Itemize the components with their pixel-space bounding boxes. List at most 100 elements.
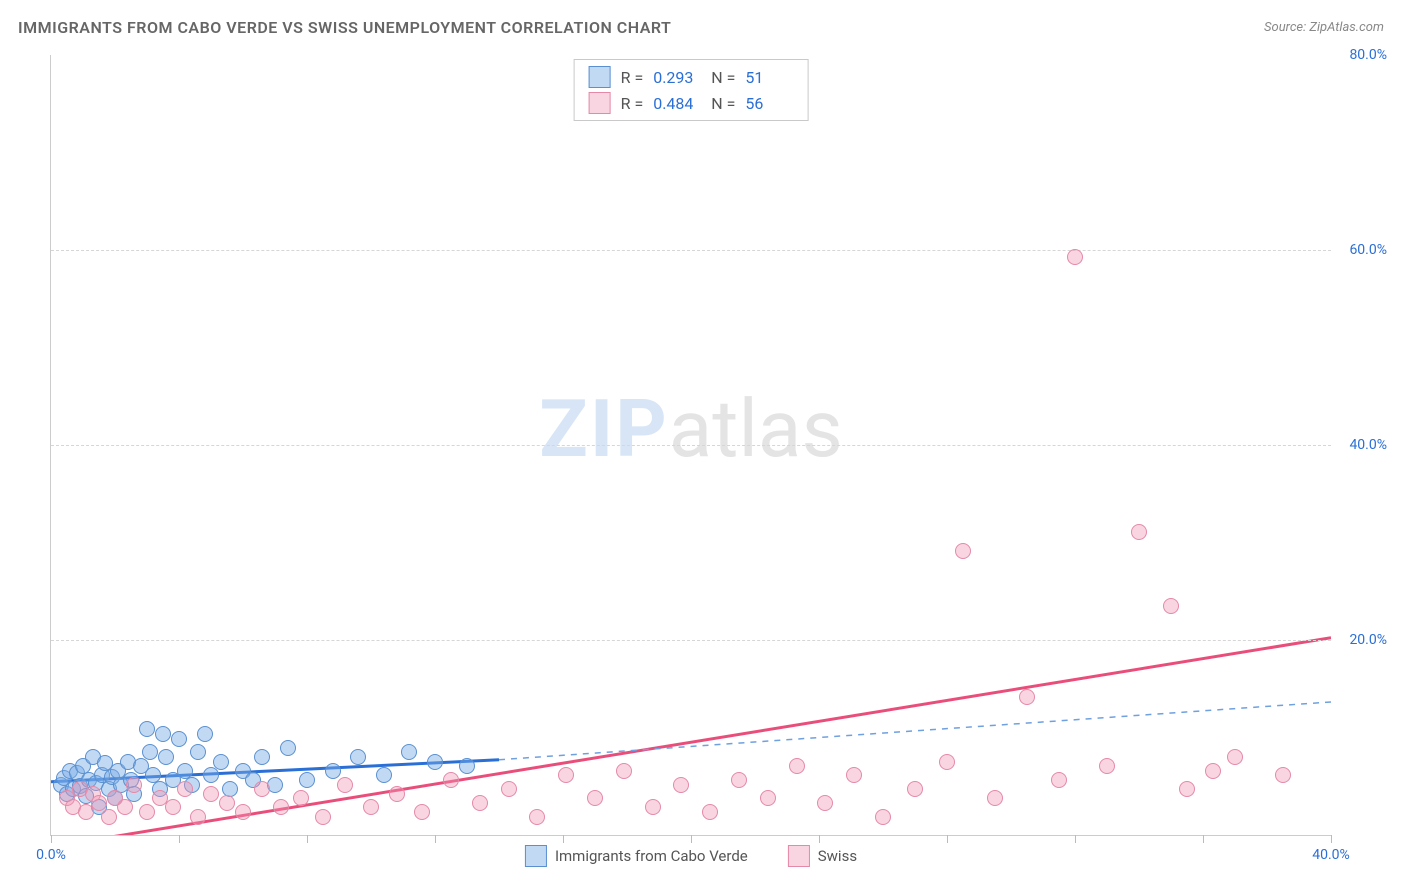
scatter-point-swiss [1051,772,1067,788]
r-label: R = [621,68,644,87]
chart-title: IMMIGRANTS FROM CABO VERDE VS SWISS UNEM… [18,18,671,37]
x-tick [819,835,820,843]
scatter-point-cabo_verde [376,767,392,783]
legend-label-cabo-verde: Immigrants from Cabo Verde [555,847,748,865]
scatter-point-swiss [846,767,862,783]
y-tick-label: 40.0% [1349,437,1387,453]
scatter-point-cabo_verde [254,749,270,765]
legend-item-swiss: Swiss [788,845,857,867]
x-tick [1331,835,1332,843]
x-tick-label: 40.0% [1312,847,1350,863]
scatter-point-swiss [443,772,459,788]
scatter-point-swiss [1067,249,1083,265]
scatter-point-swiss [126,777,142,793]
n-value-swiss: 56 [745,94,793,113]
scatter-point-swiss [817,795,833,811]
scatter-point-swiss [645,799,661,815]
x-tick-label: 0.0% [36,847,66,863]
y-tick-label: 60.0% [1349,242,1387,258]
bottom-legend: Immigrants from Cabo Verde Swiss [525,845,857,867]
scatter-point-swiss [203,786,219,802]
watermark-zip: ZIP [539,382,669,476]
scatter-point-cabo_verde [197,726,213,742]
scatter-point-swiss [760,790,776,806]
scatter-point-cabo_verde [401,744,417,760]
legend-swatch-swiss [788,845,810,867]
scatter-point-swiss [337,777,353,793]
scatter-point-cabo_verde [280,740,296,756]
scatter-point-swiss [219,795,235,811]
scatter-point-swiss [529,809,545,825]
x-tick [307,835,308,843]
x-tick [947,835,948,843]
scatter-point-swiss [117,799,133,815]
x-tick [179,835,180,843]
scatter-point-swiss [273,799,289,815]
scatter-point-swiss [501,781,517,797]
n-value-cabo-verde: 51 [745,68,793,87]
scatter-point-swiss [139,804,155,820]
scatter-point-swiss [363,799,379,815]
scatter-point-swiss [1275,767,1291,783]
correlation-stats-box: R = 0.293 N = 51 R = 0.484 N = 56 [574,59,809,121]
scatter-point-cabo_verde [158,749,174,765]
scatter-point-swiss [414,804,430,820]
source-attribution: Source: ZipAtlas.com [1264,20,1384,35]
scatter-point-swiss [1227,749,1243,765]
x-tick [691,835,692,843]
scatter-point-cabo_verde [155,726,171,742]
scatter-point-swiss [907,781,923,797]
scatter-point-swiss [1099,758,1115,774]
stats-row-cabo-verde: R = 0.293 N = 51 [589,64,794,90]
swatch-cabo-verde [589,66,611,88]
scatter-point-swiss [472,795,488,811]
n-label: N = [711,68,735,87]
legend-label-swiss: Swiss [818,847,857,865]
n-label: N = [711,94,735,113]
scatter-point-swiss [1019,689,1035,705]
watermark-atlas: atlas [669,382,843,476]
scatter-point-swiss [702,804,718,820]
gridline [51,250,1331,251]
scatter-point-swiss [558,767,574,783]
scatter-point-swiss [177,781,193,797]
scatter-point-swiss [1179,781,1195,797]
scatter-point-cabo_verde [139,721,155,737]
scatter-point-swiss [1163,598,1179,614]
y-tick-label: 20.0% [1349,632,1387,648]
scatter-point-swiss [587,790,603,806]
scatter-point-cabo_verde [325,763,341,779]
scatter-point-swiss [315,809,331,825]
scatter-point-cabo_verde [142,744,158,760]
scatter-point-swiss [789,758,805,774]
stats-row-swiss: R = 0.484 N = 56 [589,90,794,116]
swatch-swiss [589,92,611,114]
gridline [51,445,1331,446]
scatter-point-swiss [939,754,955,770]
scatter-plot-area: ZIPatlas R = 0.293 N = 51 R = 0.484 N = … [50,55,1331,836]
scatter-point-cabo_verde [459,758,475,774]
scatter-point-cabo_verde [350,749,366,765]
scatter-point-swiss [616,763,632,779]
scatter-point-cabo_verde [203,767,219,783]
scatter-point-swiss [190,809,206,825]
scatter-point-cabo_verde [190,744,206,760]
legend-item-cabo-verde: Immigrants from Cabo Verde [525,845,748,867]
scatter-point-swiss [875,809,891,825]
scatter-point-swiss [1205,763,1221,779]
legend-swatch-cabo-verde [525,845,547,867]
x-tick [51,835,52,843]
x-tick [1203,835,1204,843]
scatter-point-swiss [731,772,747,788]
scatter-point-swiss [293,790,309,806]
scatter-point-swiss [254,781,270,797]
scatter-point-swiss [1131,524,1147,540]
scatter-point-swiss [673,777,689,793]
watermark: ZIPatlas [539,382,842,476]
scatter-point-swiss [987,790,1003,806]
scatter-point-swiss [165,799,181,815]
scatter-point-swiss [955,543,971,559]
r-value-swiss: 0.484 [653,94,701,113]
gridline [51,640,1331,641]
x-tick [1075,835,1076,843]
